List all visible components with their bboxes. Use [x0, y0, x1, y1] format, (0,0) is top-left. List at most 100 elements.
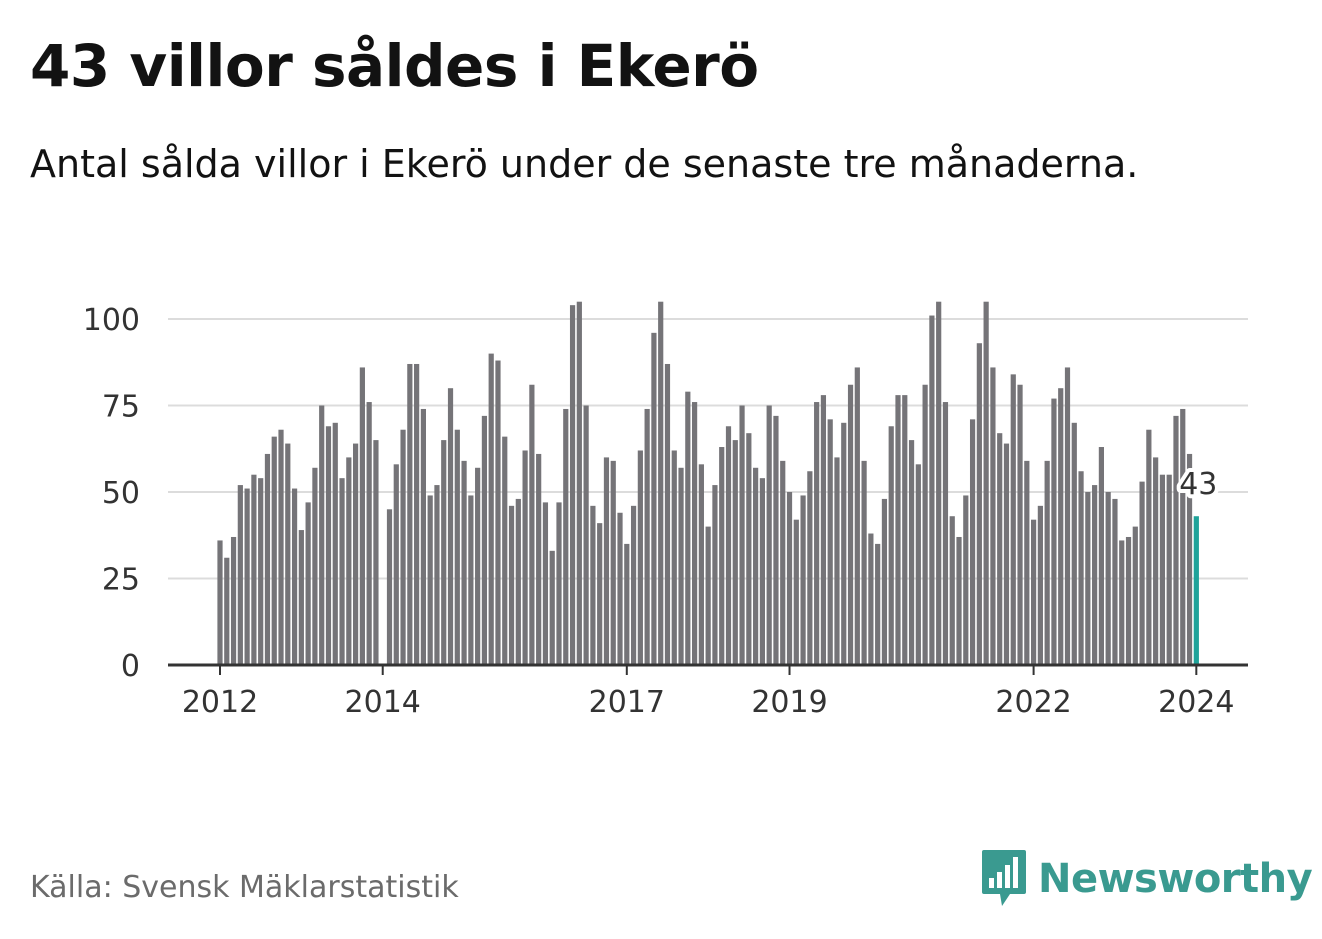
bar: [746, 433, 752, 665]
bar: [1098, 447, 1104, 665]
bar: [529, 384, 535, 665]
bar: [393, 464, 399, 665]
bar: [1071, 422, 1077, 665]
bar: [780, 460, 786, 665]
bar: [902, 395, 908, 665]
bar: [515, 498, 521, 665]
bar: [1153, 457, 1159, 665]
bar: [1125, 536, 1132, 665]
bar: [1031, 519, 1037, 665]
bar: [1112, 498, 1118, 665]
bar: [1051, 398, 1057, 665]
bar: [1180, 408, 1186, 665]
y-tick-label: 50: [102, 476, 140, 511]
bar: [732, 440, 738, 665]
bar: [1044, 460, 1050, 665]
bar: [583, 405, 589, 665]
bar: [217, 540, 223, 665]
bar: [549, 550, 555, 665]
bar: [461, 460, 467, 665]
bar: [373, 440, 379, 665]
y-tick-label: 0: [121, 649, 140, 684]
bar: [963, 495, 969, 665]
x-tick-label: 2024: [1158, 685, 1234, 720]
bar: [1058, 388, 1064, 665]
bar: [773, 415, 779, 665]
bar: [753, 467, 759, 665]
bar: [312, 467, 318, 665]
page-subtitle: Antal sålda villor i Ekerö under de sena…: [30, 142, 1139, 186]
bar: [434, 485, 440, 665]
x-tick-label: 2017: [589, 685, 665, 720]
bar: [1003, 443, 1010, 665]
bar: [678, 467, 684, 665]
bar: [685, 391, 691, 665]
page-title: 43 villor såldes i Ekerö: [30, 32, 759, 100]
bars: [217, 301, 1199, 665]
bar: [1139, 481, 1145, 665]
bar: [224, 557, 230, 665]
bar: [983, 301, 989, 665]
bar: [386, 509, 393, 665]
bar: [1092, 485, 1098, 665]
bar: [230, 536, 237, 665]
bar: [800, 495, 806, 665]
bar-chart: 0 25 50 75 100 2012 2014 2017 2019 2022 2024 43: [83, 301, 1248, 720]
bar: [793, 519, 799, 665]
brand-logo[interactable]: Newsworthy: [980, 848, 1313, 910]
bar: [400, 429, 406, 665]
bar: [488, 353, 494, 665]
bar: [786, 492, 793, 665]
bar: [847, 384, 854, 665]
y-tick-label: 25: [102, 563, 140, 598]
x-tick-label: 2022: [995, 685, 1071, 720]
brand-name: Newsworthy: [1038, 856, 1313, 902]
bar: [617, 512, 623, 665]
bar: [658, 301, 664, 665]
bar: [651, 332, 657, 665]
bar: [929, 315, 935, 665]
bar: [624, 543, 630, 665]
bar: [542, 502, 549, 665]
source-note: Källa: Svensk Mäklarstatistik: [30, 870, 459, 905]
bar: [1105, 492, 1111, 665]
bar: [868, 533, 874, 665]
bar: [671, 450, 677, 665]
x-tick-label: 2019: [751, 685, 827, 720]
bar: [339, 478, 345, 665]
bar: [976, 343, 982, 665]
bar: [597, 523, 603, 665]
bar: [922, 384, 928, 665]
x-tick-label: 2014: [345, 685, 421, 720]
bar: [834, 457, 840, 665]
bar: [692, 402, 698, 665]
bar: [854, 367, 860, 665]
bar: [881, 498, 888, 665]
bar: [698, 464, 704, 665]
bar: [1010, 374, 1016, 665]
bar: [610, 460, 616, 665]
bar: [556, 502, 562, 665]
bar: [915, 464, 921, 665]
bar: [271, 436, 277, 665]
bar: [278, 429, 284, 665]
bar: [1078, 471, 1084, 665]
bar: [420, 408, 426, 665]
bar: [346, 457, 352, 665]
highlight-value-label: 43: [1179, 467, 1217, 502]
bar: [861, 460, 867, 665]
bar: [712, 485, 718, 665]
bar: [895, 395, 901, 665]
bar: [468, 495, 474, 665]
y-tick-label: 100: [83, 303, 140, 338]
bar: [827, 419, 833, 665]
bar: [407, 363, 413, 665]
bar: [908, 440, 915, 665]
bar: [291, 488, 298, 665]
bar: [353, 443, 359, 665]
bar: [414, 363, 420, 665]
bar: [454, 429, 460, 665]
bar: [888, 426, 894, 665]
bar: [814, 402, 820, 665]
bar: [956, 536, 962, 665]
